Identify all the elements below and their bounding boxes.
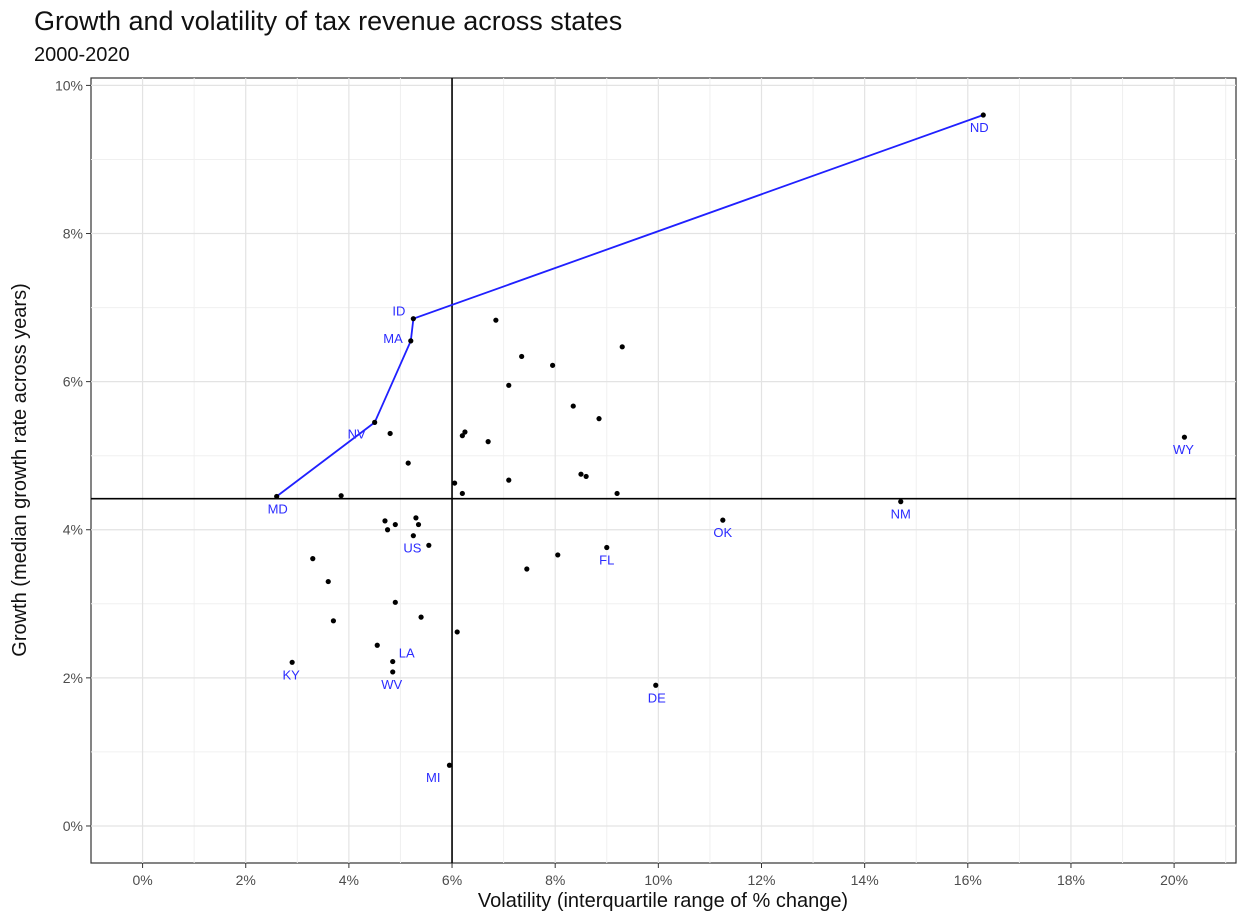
point-label: ND (970, 120, 989, 135)
data-points (274, 112, 1188, 768)
y-tick-label: 8% (63, 226, 83, 242)
chart-title: Growth and volatility of tax revenue acr… (34, 6, 623, 36)
data-point (898, 499, 904, 505)
data-point (506, 382, 512, 388)
data-point (720, 517, 726, 523)
x-tick-label: 0% (132, 872, 152, 888)
point-label: MA (383, 331, 403, 346)
data-point (408, 338, 414, 344)
data-point (493, 317, 499, 323)
data-point (426, 542, 432, 548)
x-tick-label: 2% (236, 872, 256, 888)
x-tick-label: 8% (545, 872, 565, 888)
data-point (405, 460, 411, 466)
data-point (413, 515, 419, 521)
data-point (980, 112, 986, 118)
point-label: LA (399, 646, 415, 661)
x-tick-label: 18% (1057, 872, 1085, 888)
data-point (596, 416, 602, 422)
minor-gridlines (91, 78, 1236, 863)
data-point (519, 353, 525, 360)
data-point (418, 614, 424, 620)
data-point (382, 518, 388, 524)
y-tick-label: 6% (63, 374, 83, 390)
data-point (506, 477, 512, 483)
point-label: DE (648, 690, 666, 705)
x-tick-label: 20% (1160, 872, 1188, 888)
data-point (325, 578, 331, 585)
x-tick-label: 16% (954, 872, 982, 888)
data-point (415, 521, 422, 528)
data-point (459, 490, 465, 497)
data-point (384, 527, 391, 533)
data-point (446, 762, 453, 768)
data-point (390, 658, 396, 665)
data-point (555, 552, 561, 558)
data-point (390, 669, 396, 675)
point-label: OK (713, 525, 732, 540)
data-point (374, 642, 380, 648)
data-point (330, 618, 337, 624)
x-tick-label: 4% (339, 872, 359, 888)
data-point (338, 493, 344, 499)
data-point (372, 419, 378, 425)
chart-subtitle: 2000-2020 (34, 44, 130, 66)
point-label: MI (426, 770, 440, 785)
data-point (583, 473, 589, 480)
point-label: KY (282, 667, 300, 682)
data-point (387, 430, 393, 437)
point-label: US (403, 541, 421, 556)
data-point (452, 480, 458, 486)
x-tick-label: 12% (747, 872, 775, 888)
y-axis-title: Growth (median growth rate across years) (9, 283, 31, 656)
point-labels: ND ID MA NV MD WY NM OK FL DE US LA WV KY MI (268, 120, 1195, 785)
data-point (619, 344, 625, 350)
point-label: WV (381, 677, 402, 692)
data-point (653, 682, 659, 688)
data-point (454, 629, 460, 635)
plot-panel (90, 77, 1237, 864)
point-label: FL (599, 553, 614, 568)
data-point (550, 362, 556, 368)
point-label: MD (268, 501, 288, 516)
data-point (604, 544, 610, 551)
x-tick-label: 6% (442, 872, 462, 888)
data-point (410, 533, 416, 539)
x-tick-label: 14% (851, 872, 879, 888)
data-point (462, 429, 468, 435)
y-tick-label: 2% (63, 670, 83, 686)
y-tick-label: 0% (63, 818, 83, 834)
reference-lines (91, 78, 1236, 863)
y-tick-label: 10% (55, 77, 83, 93)
data-point (392, 521, 398, 528)
data-point (578, 471, 584, 477)
point-label: ID (392, 304, 405, 319)
point-label: NM (891, 507, 911, 522)
data-point (485, 439, 491, 445)
data-point (310, 556, 316, 562)
data-point (410, 316, 416, 322)
data-point (614, 490, 620, 497)
axis-ticks: 0% 2% 4% 6% 8% 10% 12% 14% 16% 18% 20% 0% 2% 4% 6% 8% 10… (55, 77, 1188, 888)
x-tick-label: 10% (644, 872, 672, 888)
data-point (524, 566, 530, 572)
x-axis-title: Volatility (interquartile range of % cha… (478, 890, 848, 912)
point-label: NV (348, 426, 366, 441)
point-label: WY (1173, 442, 1194, 457)
data-point (459, 433, 465, 439)
data-point (570, 403, 576, 409)
data-point (392, 599, 398, 605)
data-point (289, 659, 295, 665)
data-point (274, 493, 280, 500)
data-point (1181, 434, 1188, 440)
y-tick-label: 4% (63, 522, 83, 538)
